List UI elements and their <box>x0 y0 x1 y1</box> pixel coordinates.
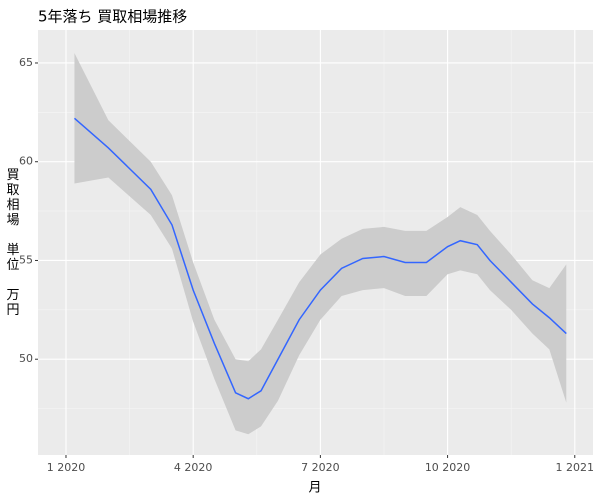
y-axis-title: 買取相場 単位 万円 <box>6 168 19 318</box>
x-tick-label: 1 2020 <box>47 461 86 474</box>
chart-title: 5年落ち 買取相場推移 <box>38 8 187 26</box>
x-tick-label: 1 2021 <box>556 461 595 474</box>
x-axis-title: 月 <box>308 481 321 496</box>
x-tick-label: 7 2020 <box>301 461 340 474</box>
y-tick-label: 55 <box>19 253 33 266</box>
y-tick-label: 60 <box>19 155 33 168</box>
x-tick-label: 10 2020 <box>425 461 471 474</box>
confidence-band <box>74 53 567 435</box>
x-tick-label: 4 2020 <box>174 461 213 474</box>
y-tick-label: 65 <box>19 56 33 69</box>
y-tick-label: 50 <box>19 352 33 365</box>
smooth-line <box>73 117 567 400</box>
panel <box>38 30 593 455</box>
